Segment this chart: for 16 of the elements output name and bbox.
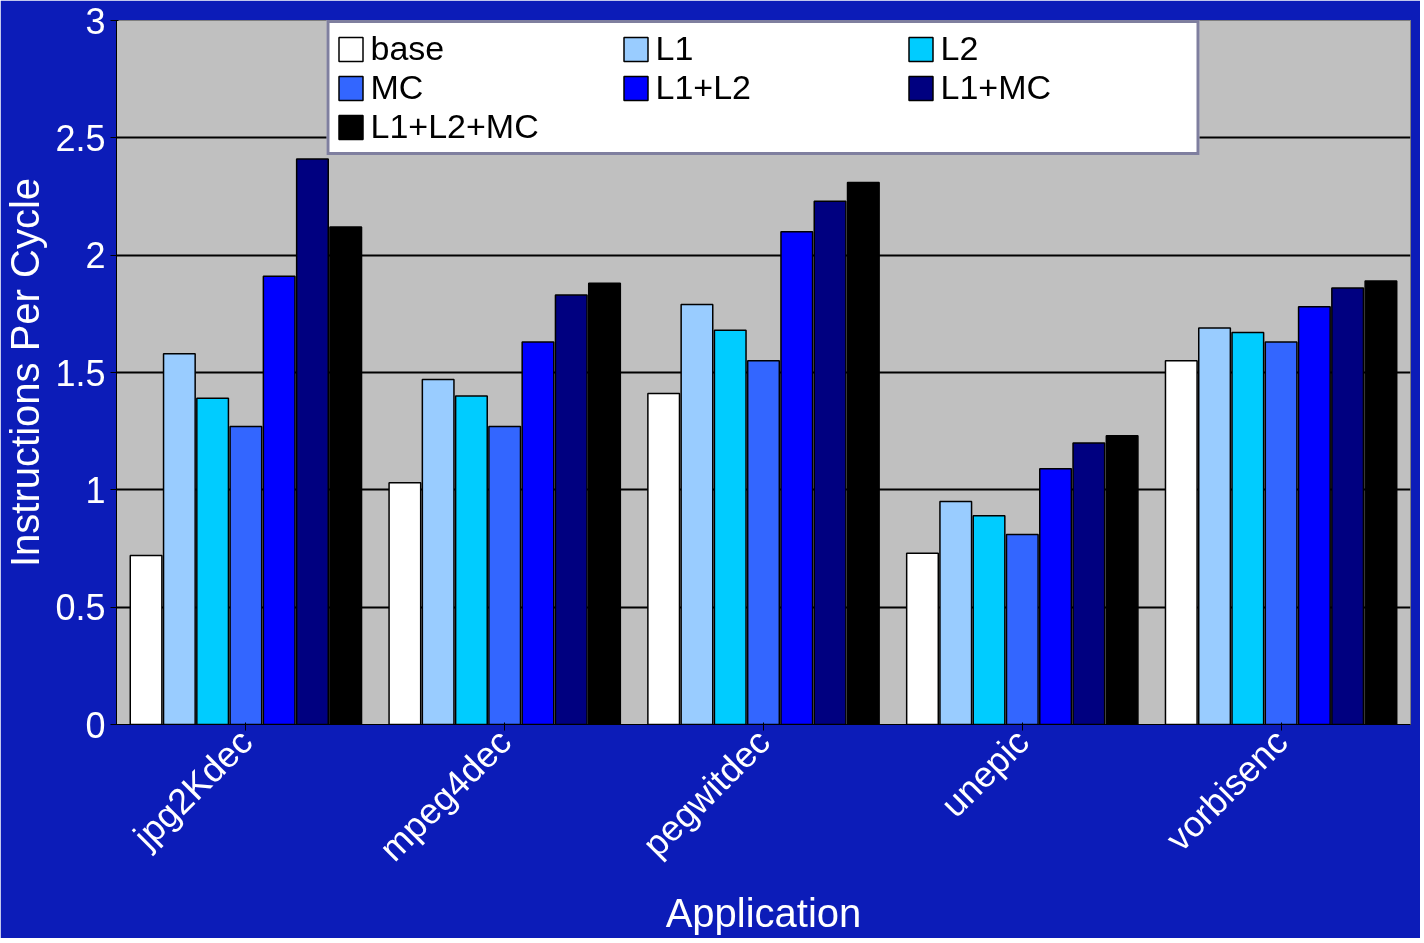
legend-label: L1 [655, 29, 695, 68]
x-axis-title: Application [665, 891, 862, 936]
y-axis-title: Instructions Per Cycle [3, 177, 48, 568]
legend-label: base [370, 29, 446, 68]
legend-label: L2 [940, 29, 980, 68]
legend-label: L1+L2 [655, 68, 752, 107]
y-tick-label: 2.5 [55, 117, 106, 159]
y-tick-label: 3 [85, 0, 106, 42]
y-tick-label: 2 [85, 235, 106, 277]
y-tick-label: 1.5 [55, 352, 106, 394]
y-tick-label: 0.5 [55, 587, 106, 629]
y-tick-label: 0 [85, 704, 106, 746]
legend-label: L1+L2+MC [370, 107, 540, 146]
legend-label: MC [370, 68, 425, 107]
legend-label: L1+MC [940, 68, 1053, 107]
y-tick-label: 1 [85, 469, 106, 511]
